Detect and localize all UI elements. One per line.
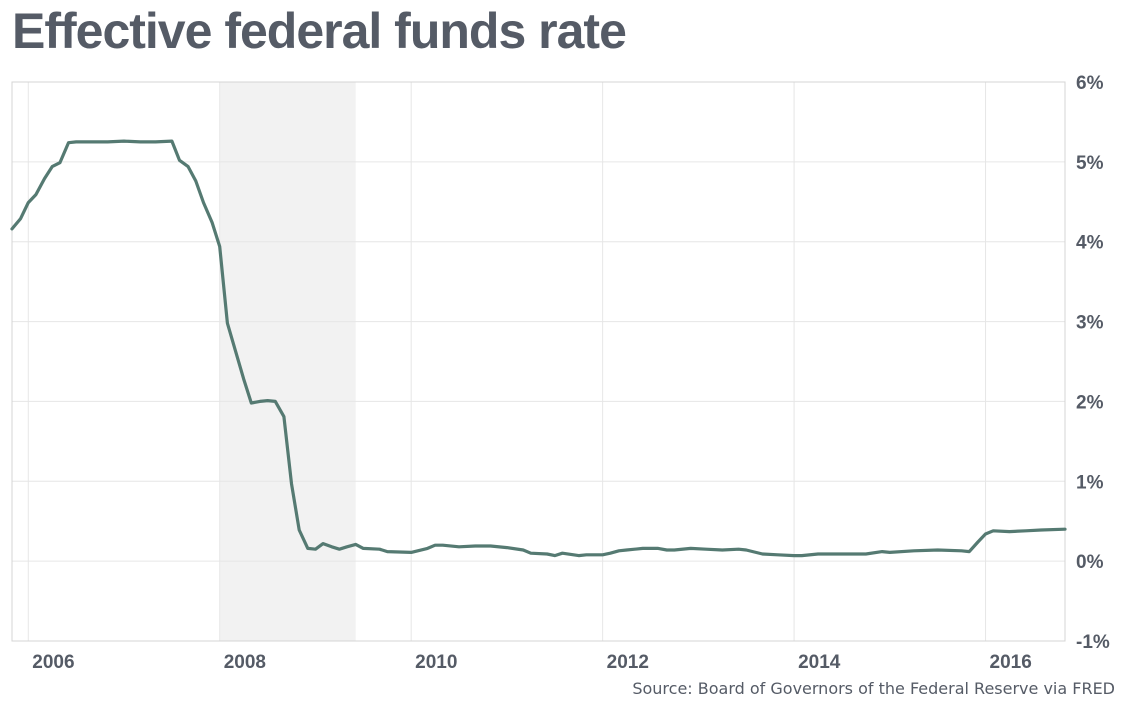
y-tick-label: 0% — [1076, 552, 1104, 573]
plot-frame — [11, 81, 1066, 642]
x-axis-ticks: 2006 2008 2010 2012 2014 2016 — [32, 652, 1032, 673]
x-tick-label: 2016 — [990, 652, 1032, 673]
y-axis-ticks: 6% 5% 4% 3% 2% 1% 0% -1% — [1076, 73, 1110, 653]
y-tick-label: -1% — [1076, 632, 1110, 653]
grid-layer — [12, 81, 1065, 642]
plot-border — [11, 81, 1066, 642]
y-tick-label: 3% — [1076, 313, 1104, 334]
x-tick-label: 2006 — [32, 652, 74, 673]
chart-source: Source: Board of Governors of the Federa… — [632, 679, 1115, 698]
x-tick-label: 2014 — [798, 652, 841, 673]
series-line-0 — [10, 139, 1067, 558]
x-tick-label: 2012 — [607, 652, 649, 673]
chart-title: Effective federal funds rate — [12, 3, 627, 59]
y-tick-label: 1% — [1076, 472, 1104, 493]
y-tick-label: 6% — [1076, 73, 1104, 94]
x-tick-label: 2010 — [415, 652, 457, 673]
series-layer — [10, 139, 1067, 558]
y-tick-label: 2% — [1076, 392, 1104, 413]
y-tick-label: 4% — [1076, 233, 1104, 254]
x-tick-label: 2008 — [224, 652, 266, 673]
y-tick-label: 5% — [1076, 153, 1104, 174]
